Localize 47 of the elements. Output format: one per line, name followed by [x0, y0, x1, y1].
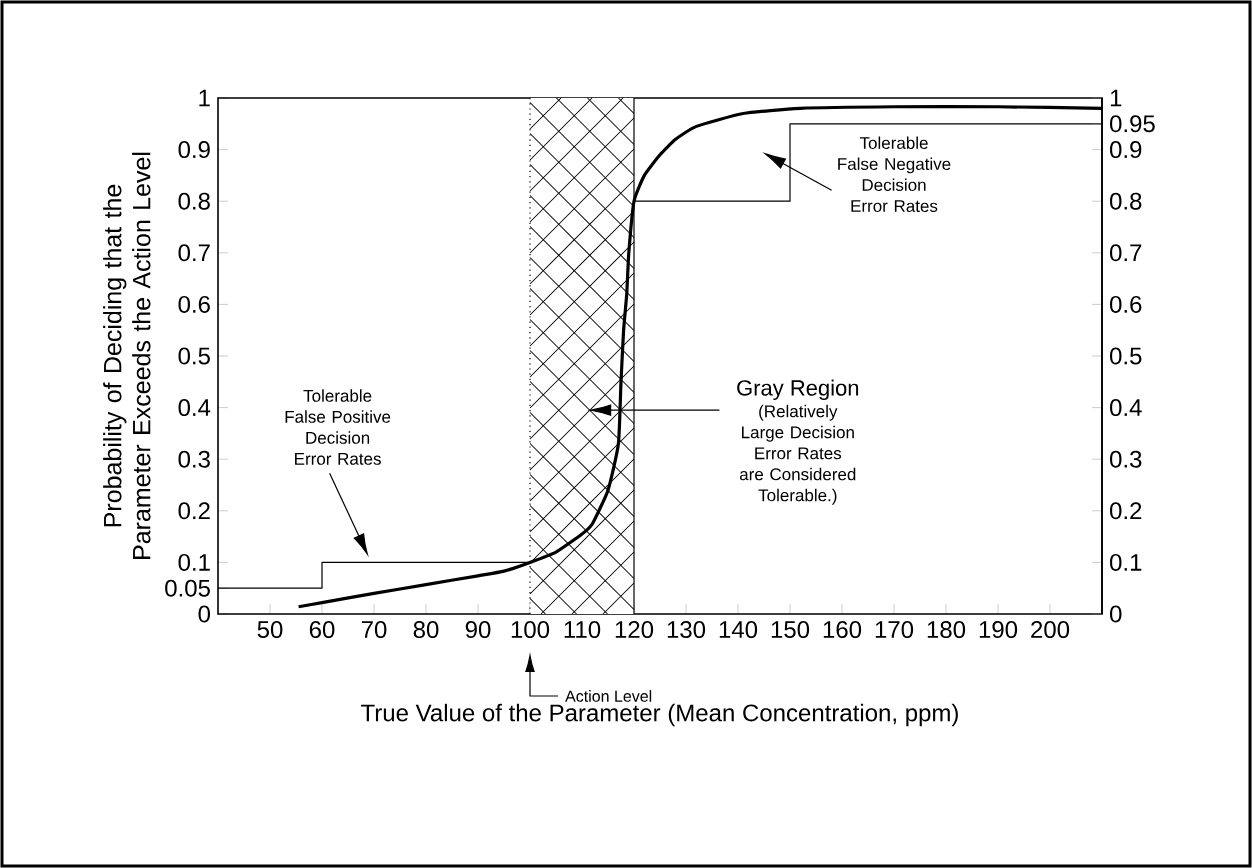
x-tick-label: 110 — [564, 621, 601, 639]
y2-tick-label: 0.6 — [1110, 295, 1142, 313]
y-axis-title: Probability of Deciding that the Parameter Exceeds the Action Level — [103, 152, 151, 559]
y2-tick-label: 0.1 — [1110, 553, 1142, 571]
y-tick-label: 1 — [199, 89, 210, 107]
x-tick-label: 170 — [875, 621, 914, 639]
legend-label: Action Level — [565, 690, 652, 702]
x-tick-label: 50 — [257, 621, 283, 639]
y2-tick-label: 0 — [1110, 605, 1122, 623]
y-tick-label: 0.4 — [178, 399, 211, 417]
y-tick-label: 0.05 — [165, 579, 210, 597]
annotation: Tolerable False Negative Decision Error Rates — [838, 136, 951, 212]
y2-tick-label: 0.7 — [1110, 244, 1142, 262]
y-tick-label: 0.8 — [178, 192, 210, 210]
x-tick-label: 190 — [979, 621, 1018, 639]
y-tick-label: 0 — [198, 605, 211, 623]
y2-tick-label: 0.2 — [1110, 502, 1142, 520]
x-tick-label: 90 — [465, 621, 491, 639]
y-tick-label: 0.7 — [178, 244, 210, 262]
y2-tick-label: 0.8 — [1110, 192, 1142, 210]
annotation: Gray Region — [737, 379, 859, 401]
y2-tick-label: 0.9 — [1110, 141, 1142, 159]
y-tick-label: 0.2 — [178, 502, 210, 520]
y-tick-label: 0.5 — [178, 347, 210, 365]
y-tick-label: 0.9 — [178, 141, 210, 159]
annotation: (Relatively Large Decision Error Rates are Considered Tolerable.) — [739, 404, 856, 505]
x-tick-label: 60 — [309, 621, 335, 639]
y2-tick-label: 0.4 — [1110, 399, 1142, 417]
y2-tick-label: 0.5 — [1110, 347, 1142, 365]
x-tick-label: 100 — [511, 621, 550, 639]
y-tick-label: 0.1 — [178, 553, 210, 571]
x-tick-label: 150 — [771, 621, 810, 639]
annotation: Tolerable False Positive Decision Error Rates — [285, 389, 391, 465]
x-tick-label: 80 — [413, 621, 439, 639]
y2-tick-label: 0.3 — [1110, 450, 1142, 468]
x-axis-title: True Value of the Parameter (Mean Concentration, ppm) — [361, 703, 958, 727]
x-tick-label: 160 — [823, 621, 862, 639]
x-tick-label: 120 — [615, 621, 654, 639]
x-tick-label: 130 — [667, 621, 706, 639]
x-tick-label: 180 — [927, 621, 966, 639]
x-tick-label: 70 — [361, 621, 387, 639]
y-tick-label: 0.3 — [178, 450, 210, 468]
y2-tick-label: 1 — [1110, 89, 1122, 107]
x-tick-label: 140 — [719, 621, 758, 639]
y-tick-label: 0.6 — [178, 295, 210, 313]
y2-tick-label: 0.95 — [1110, 115, 1155, 133]
x-tick-label: 200 — [1031, 621, 1070, 639]
